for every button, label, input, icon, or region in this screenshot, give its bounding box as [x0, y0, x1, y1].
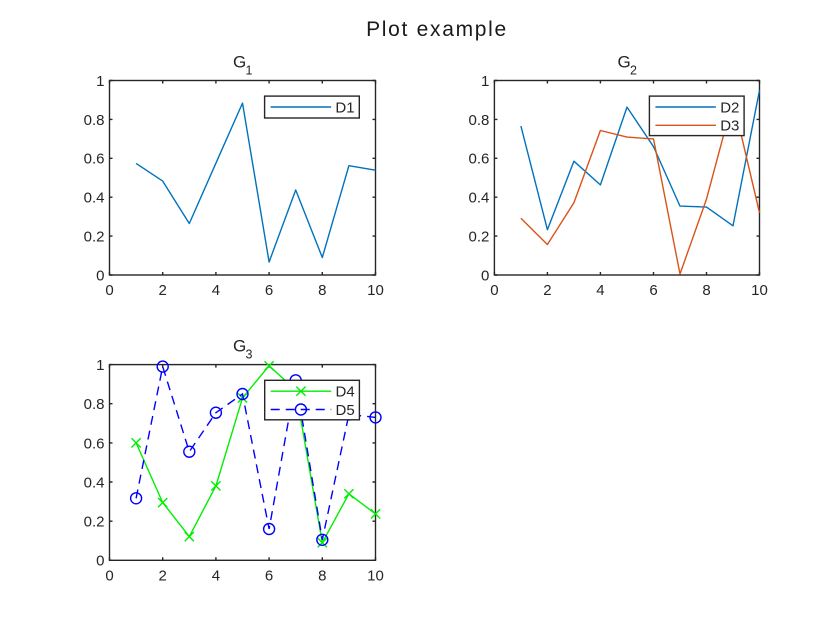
svg-text:10: 10 — [751, 282, 768, 299]
svg-text:0: 0 — [96, 553, 104, 570]
svg-text:0.4: 0.4 — [84, 474, 105, 491]
svg-text:G: G — [233, 337, 246, 356]
svg-text:4: 4 — [212, 567, 220, 584]
svg-text:D3: D3 — [720, 118, 739, 135]
svg-text:8: 8 — [702, 282, 710, 299]
svg-text:1: 1 — [96, 357, 104, 374]
svg-text:0.2: 0.2 — [84, 514, 105, 531]
svg-text:0.4: 0.4 — [469, 190, 490, 207]
svg-text:D2: D2 — [720, 99, 739, 116]
svg-text:4: 4 — [596, 282, 604, 299]
svg-text:0: 0 — [481, 267, 489, 284]
svg-text:10: 10 — [367, 282, 384, 299]
svg-text:0.6: 0.6 — [84, 151, 105, 168]
svg-text:0.8: 0.8 — [469, 112, 490, 129]
svg-text:0: 0 — [105, 282, 113, 299]
svg-text:D4: D4 — [336, 384, 355, 401]
svg-text:1: 1 — [96, 73, 104, 90]
svg-text:1: 1 — [481, 73, 489, 90]
svg-text:2: 2 — [630, 64, 637, 78]
svg-text:10: 10 — [367, 567, 384, 584]
svg-text:0.8: 0.8 — [84, 396, 105, 413]
svg-text:G: G — [233, 53, 246, 72]
svg-text:6: 6 — [265, 567, 273, 584]
svg-text:0.8: 0.8 — [84, 112, 105, 129]
svg-text:2: 2 — [159, 282, 167, 299]
svg-text:2: 2 — [159, 567, 167, 584]
svg-text:Plot example: Plot example — [366, 18, 508, 41]
svg-text:6: 6 — [265, 282, 273, 299]
svg-text:0.6: 0.6 — [84, 435, 105, 452]
svg-text:0: 0 — [490, 282, 498, 299]
svg-text:G: G — [618, 53, 631, 72]
svg-text:6: 6 — [649, 282, 657, 299]
svg-text:0.4: 0.4 — [84, 190, 105, 207]
svg-text:0: 0 — [96, 267, 104, 284]
svg-text:3: 3 — [246, 348, 253, 362]
svg-text:8: 8 — [318, 567, 326, 584]
svg-text:D1: D1 — [335, 100, 354, 117]
svg-text:0.2: 0.2 — [469, 229, 490, 246]
svg-text:D5: D5 — [336, 402, 355, 419]
svg-text:0: 0 — [105, 567, 113, 584]
svg-text:2: 2 — [543, 282, 551, 299]
svg-text:4: 4 — [212, 282, 220, 299]
svg-text:0.2: 0.2 — [84, 229, 105, 246]
svg-text:8: 8 — [318, 282, 326, 299]
svg-text:1: 1 — [246, 64, 253, 78]
svg-text:0.6: 0.6 — [469, 151, 490, 168]
